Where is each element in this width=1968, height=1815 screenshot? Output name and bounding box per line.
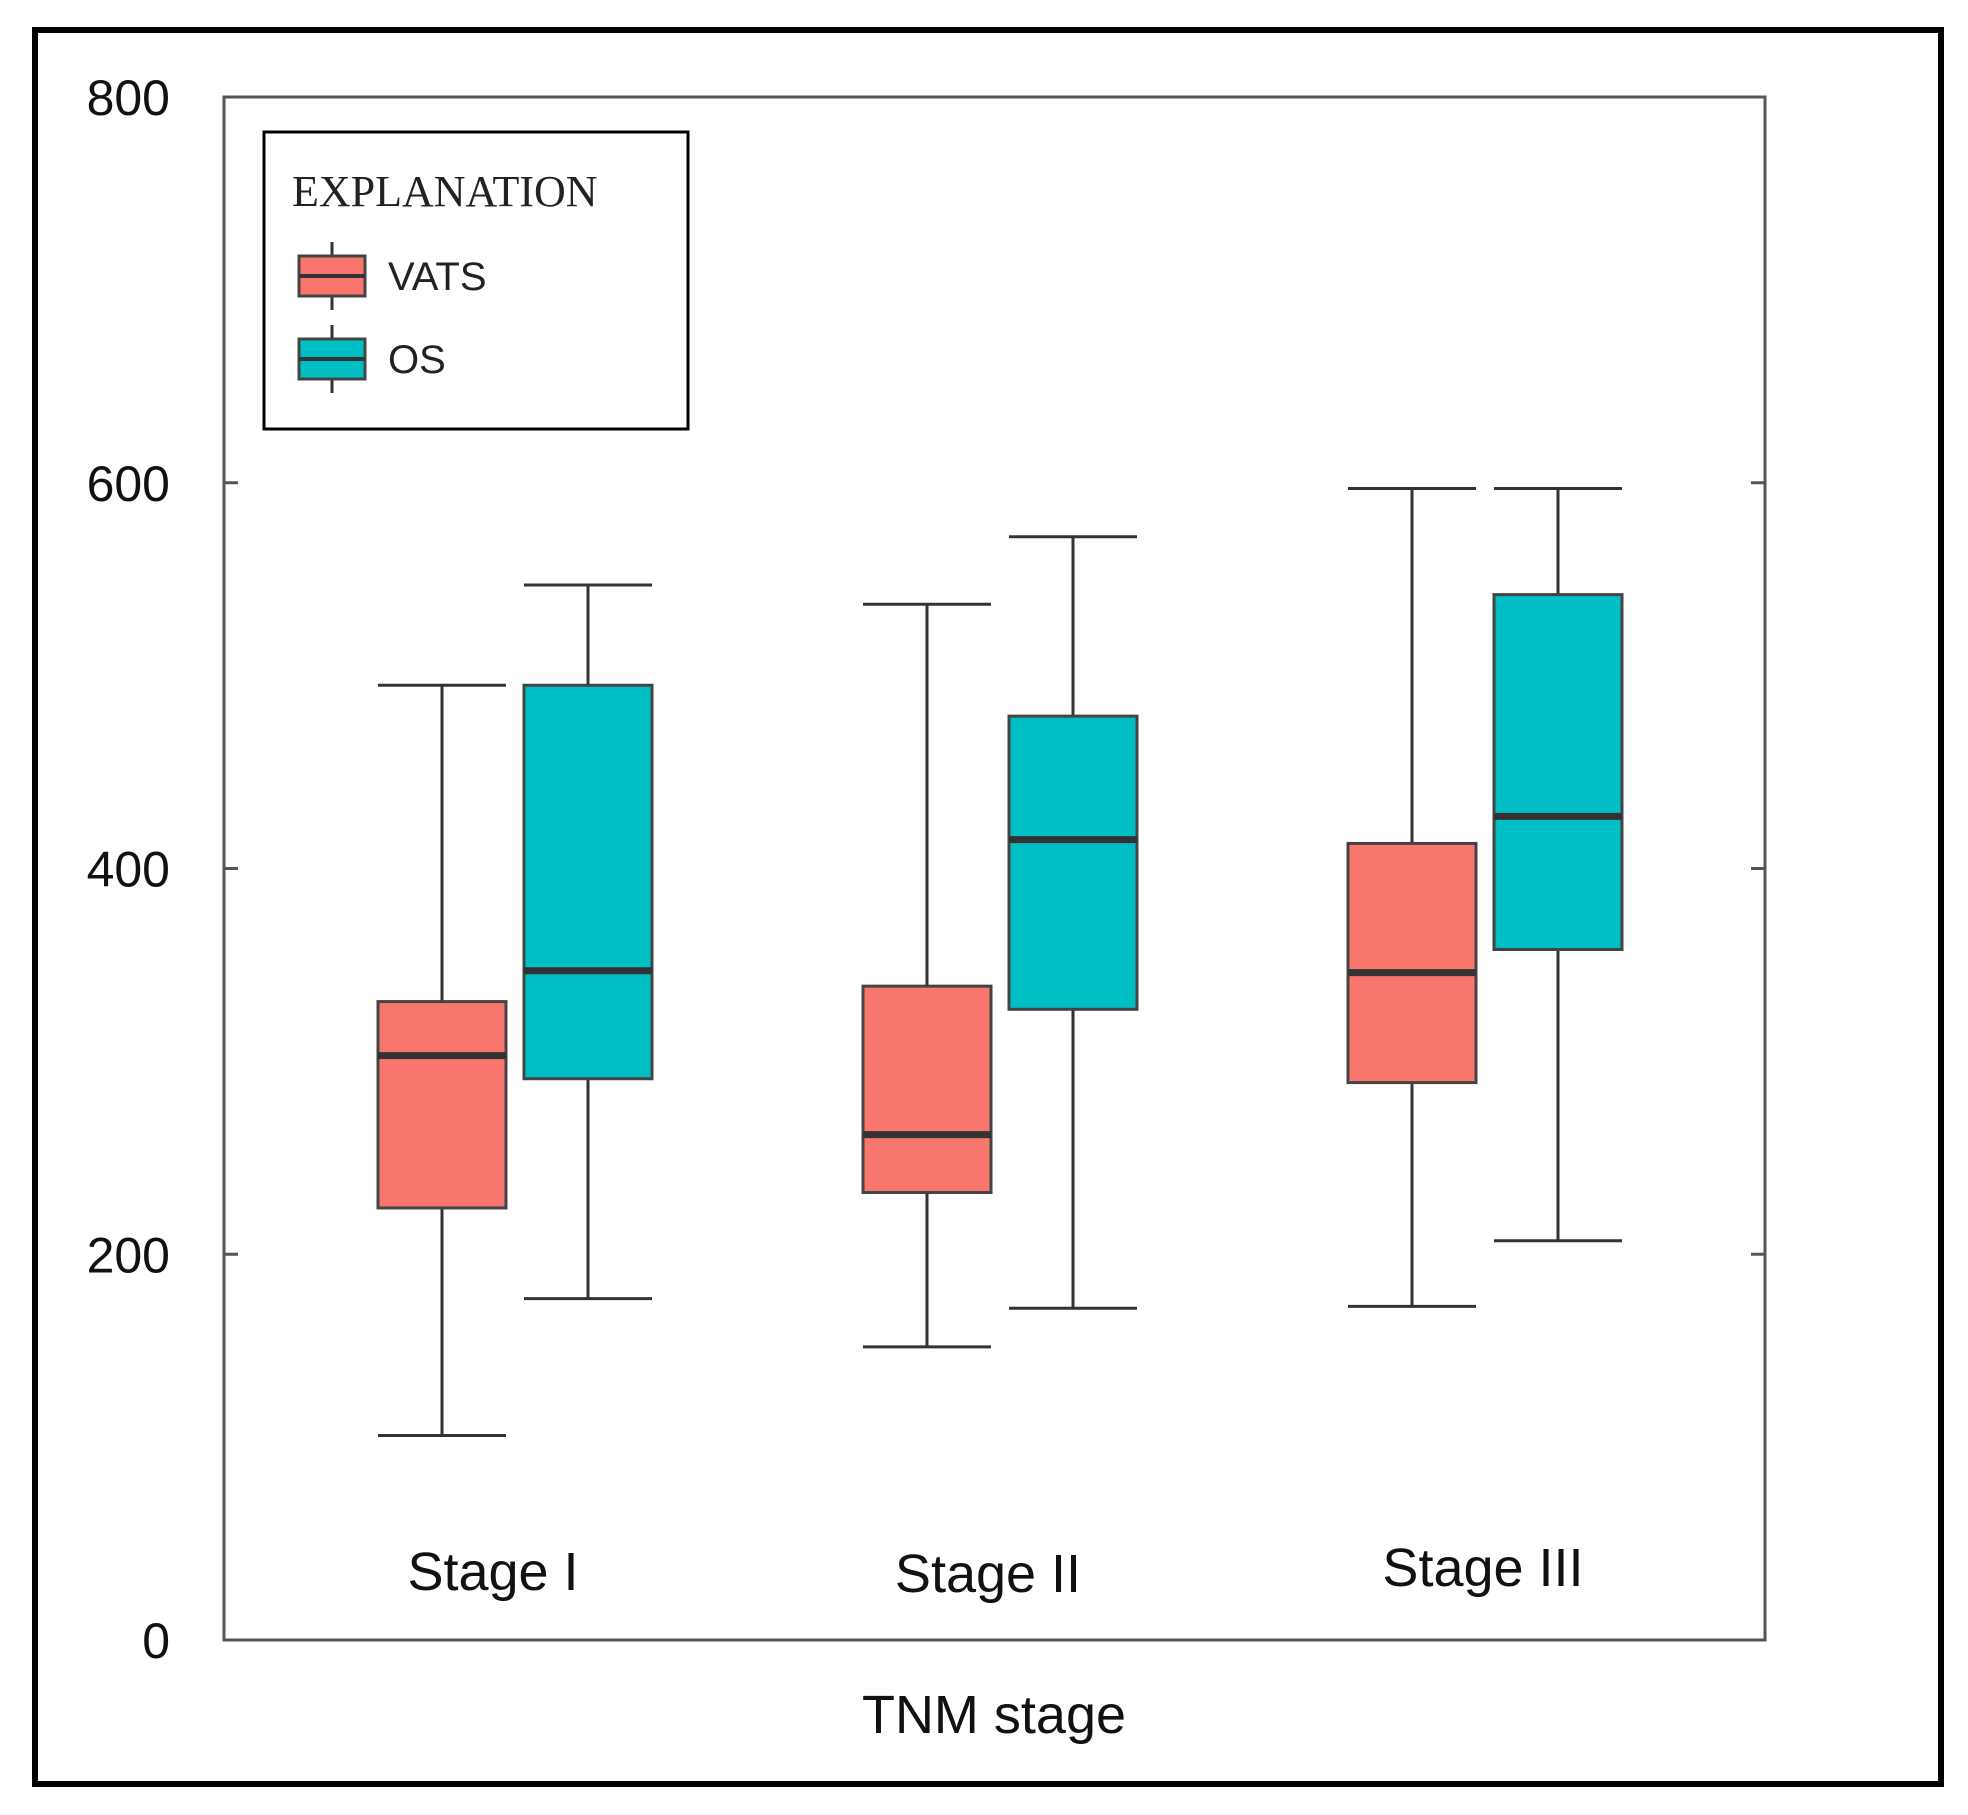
category-label: Stage I <box>407 1542 578 1602</box>
iqr-box <box>522 683 654 1081</box>
y-tick-label: 0 <box>142 1613 170 1669</box>
box-vats-3 <box>1346 487 1478 1308</box>
iqr-box <box>1007 714 1139 1011</box>
box-os-3 <box>1492 487 1624 1243</box>
legend: EXPLANATION VATS OS <box>262 130 690 431</box>
box-os-1 <box>522 583 654 1301</box>
legend-entry-vats: VATS <box>297 242 487 310</box>
legend-label: VATS <box>388 255 487 299</box>
category-label: Stage II <box>895 1544 1081 1604</box>
plot-area <box>222 95 1767 1642</box>
legend-title: EXPLANATION <box>292 167 598 216</box>
boxes <box>376 487 1624 1438</box>
y-tick-label: 600 <box>87 456 170 512</box>
box-os-2 <box>1007 535 1139 1310</box>
y-axis: 0 200 400 600 800 <box>87 70 1765 1669</box>
legend-label: OS <box>388 338 446 382</box>
y-tick-label: 800 <box>87 70 170 126</box>
category-label: Stage III <box>1382 1538 1583 1598</box>
y-tick-label: 400 <box>87 842 170 898</box>
iqr-box <box>376 1000 508 1210</box>
y-tick-label: 200 <box>87 1227 170 1283</box>
iqr-box <box>861 984 993 1195</box>
iqr-box <box>1346 841 1478 1085</box>
box-vats-2 <box>861 602 993 1349</box>
box-vats-1 <box>376 683 508 1438</box>
iqr-box <box>1492 593 1624 952</box>
legend-entry-os: OS <box>297 325 446 393</box>
x-axis-title: TNM stage <box>862 1685 1126 1745</box>
category-labels: Stage I Stage II Stage III <box>407 1538 1583 1604</box>
